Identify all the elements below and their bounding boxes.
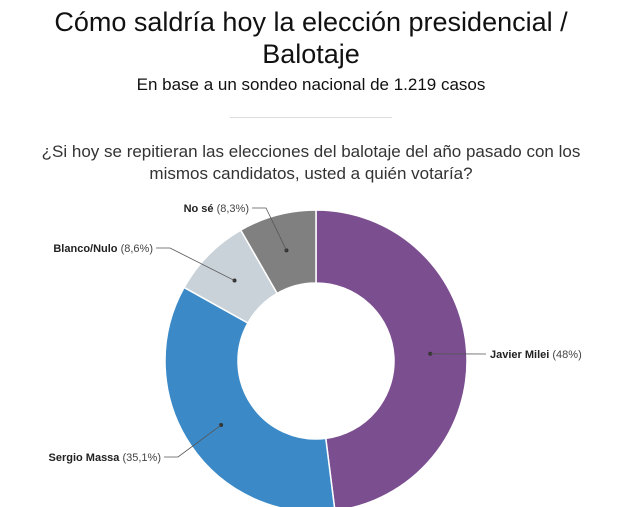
slice-javier-milei — [315, 209, 468, 507]
label-no-se: No sé (8,3%) — [184, 203, 249, 215]
chart-title-line-2: Balotaje — [262, 39, 360, 69]
slice-sergio-massa — [164, 286, 336, 507]
label-sergio-massa: Sergio Massa (35,1%) — [49, 452, 162, 464]
leader-line-sergio-massa — [164, 424, 222, 458]
survey-question: ¿Si hoy se repitieran las elecciones del… — [41, 142, 581, 183]
leader-line-blanco-nulo — [156, 247, 235, 281]
label-blanco-nulo: Blanco/Nulo (8,6%) — [53, 243, 153, 255]
chart-title-line-1: Cómo saldría hoy la elección presidencia… — [54, 7, 568, 37]
label-javier-milei: Javier Milei (48%) — [490, 349, 582, 361]
chart-subtitle: En base a un sondeo nacional de 1.219 ca… — [136, 75, 486, 94]
chart-title: Cómo saldría hoy la elección presidencia… — [0, 6, 622, 70]
slice-no-se — [239, 209, 317, 295]
divider — [230, 117, 392, 118]
leader-line-no-se — [252, 207, 287, 251]
